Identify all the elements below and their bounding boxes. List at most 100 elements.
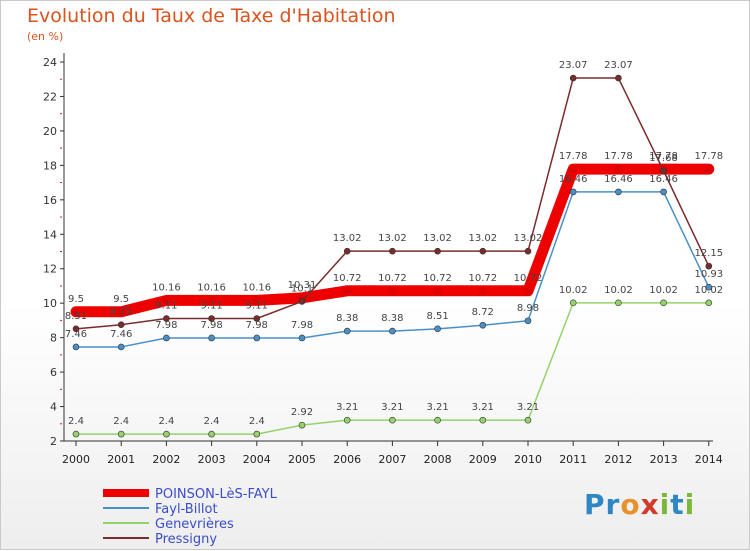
data-label: 2.4 bbox=[158, 416, 174, 427]
data-label: 9.5 bbox=[68, 294, 84, 305]
x-tick-label: 2006 bbox=[333, 453, 361, 466]
x-tick-label: 2005 bbox=[288, 453, 316, 466]
data-label: 8.38 bbox=[336, 313, 358, 324]
x-tick-label: 2008 bbox=[424, 453, 452, 466]
x-tick-label: 2011 bbox=[559, 453, 587, 466]
data-label: 7.98 bbox=[200, 320, 222, 331]
data-label: 17.68 bbox=[649, 153, 678, 164]
data-point bbox=[705, 283, 713, 291]
data-label: 10.1 bbox=[291, 283, 313, 294]
data-label: 3.21 bbox=[381, 402, 403, 413]
legend-label: Fayl-Billot bbox=[155, 502, 218, 517]
data-label: 13.02 bbox=[333, 233, 362, 244]
data-label: 10.72 bbox=[423, 273, 452, 284]
x-tick-label: 2004 bbox=[243, 453, 271, 466]
data-point bbox=[71, 307, 81, 317]
data-point bbox=[389, 247, 396, 255]
data-label: 17.78 bbox=[559, 151, 588, 162]
data-point bbox=[615, 74, 622, 82]
data-point bbox=[116, 307, 126, 317]
data-point bbox=[389, 416, 396, 424]
data-label: 10.93 bbox=[694, 269, 723, 280]
data-label: 17.78 bbox=[649, 151, 678, 162]
data-label: 10.72 bbox=[378, 273, 407, 284]
data-label: 8.98 bbox=[517, 303, 539, 314]
data-point bbox=[478, 286, 488, 296]
data-label: 3.21 bbox=[472, 402, 494, 413]
data-label: 8.72 bbox=[472, 307, 494, 318]
data-point bbox=[207, 295, 217, 305]
data-point bbox=[298, 334, 306, 342]
data-label: 2.4 bbox=[204, 416, 220, 427]
data-label: 8.51 bbox=[65, 311, 87, 322]
data-label: 8.51 bbox=[426, 311, 448, 322]
data-point bbox=[72, 325, 80, 333]
data-label: 10.02 bbox=[559, 285, 588, 296]
x-tick-label: 2010 bbox=[514, 453, 542, 466]
data-label: 8.38 bbox=[381, 313, 403, 324]
data-point bbox=[163, 430, 170, 438]
data-label: 7.98 bbox=[155, 320, 177, 331]
data-point bbox=[163, 315, 170, 322]
data-point bbox=[568, 164, 578, 174]
data-point bbox=[569, 299, 577, 307]
data-label: 7.46 bbox=[110, 329, 132, 340]
data-point bbox=[434, 416, 441, 424]
data-label: 10.02 bbox=[649, 285, 678, 296]
data-point bbox=[613, 164, 623, 174]
data-label: 16.46 bbox=[559, 174, 588, 185]
data-point bbox=[660, 188, 667, 196]
data-point bbox=[343, 247, 351, 255]
x-tick-label: 2013 bbox=[650, 453, 678, 466]
data-label: 13.02 bbox=[468, 233, 497, 244]
data-label: 3.21 bbox=[517, 402, 539, 413]
y-tick-label: 14 bbox=[43, 228, 57, 241]
data-point bbox=[434, 325, 441, 333]
x-tick-label: 2000 bbox=[62, 453, 90, 466]
y-tick-label: 24 bbox=[43, 56, 57, 69]
x-tick-label: 2012 bbox=[604, 453, 632, 466]
data-point bbox=[387, 286, 397, 296]
data-point bbox=[253, 315, 261, 322]
y-tick-label: 12 bbox=[43, 263, 57, 276]
data-point bbox=[660, 167, 667, 175]
data-label: 9.11 bbox=[200, 301, 222, 312]
legend-label: Genevrières bbox=[155, 517, 234, 532]
y-tick-label: 18 bbox=[43, 159, 57, 172]
x-tick-label: 2014 bbox=[695, 453, 723, 466]
data-point bbox=[704, 164, 714, 174]
data-point bbox=[252, 295, 262, 305]
data-label: 13.02 bbox=[423, 233, 452, 244]
data-point bbox=[705, 299, 713, 307]
data-point bbox=[524, 247, 532, 255]
x-tick-label: 2007 bbox=[378, 453, 406, 466]
data-label: 13.02 bbox=[514, 233, 543, 244]
data-point bbox=[523, 286, 533, 296]
data-point bbox=[342, 286, 352, 296]
data-label: 2.4 bbox=[68, 416, 84, 427]
data-point bbox=[72, 343, 80, 351]
data-point bbox=[343, 327, 351, 335]
data-label: 8.75 bbox=[110, 307, 132, 318]
x-tick-label: 2003 bbox=[198, 453, 226, 466]
y-tick-label: 10 bbox=[43, 297, 57, 310]
legend-label: POINSON-LèS-FAYL bbox=[155, 487, 278, 502]
data-point bbox=[117, 430, 125, 438]
data-label: 12.15 bbox=[694, 248, 723, 259]
data-point bbox=[72, 430, 80, 438]
data-point bbox=[660, 299, 667, 307]
data-label: 16.46 bbox=[604, 174, 633, 185]
data-label: 23.07 bbox=[559, 60, 588, 71]
chart-title: Evolution du Taux de Taxe d'Habitation bbox=[27, 5, 396, 27]
data-label: 2.4 bbox=[113, 416, 129, 427]
data-point bbox=[298, 421, 306, 429]
data-point bbox=[343, 416, 351, 424]
x-tick-label: 2002 bbox=[152, 453, 180, 466]
data-point bbox=[389, 327, 396, 335]
data-label: 10.02 bbox=[604, 285, 633, 296]
data-point bbox=[253, 430, 261, 438]
data-label: 9.11 bbox=[246, 301, 268, 312]
data-label: 7.98 bbox=[246, 320, 268, 331]
data-label: 10.16 bbox=[152, 282, 181, 293]
